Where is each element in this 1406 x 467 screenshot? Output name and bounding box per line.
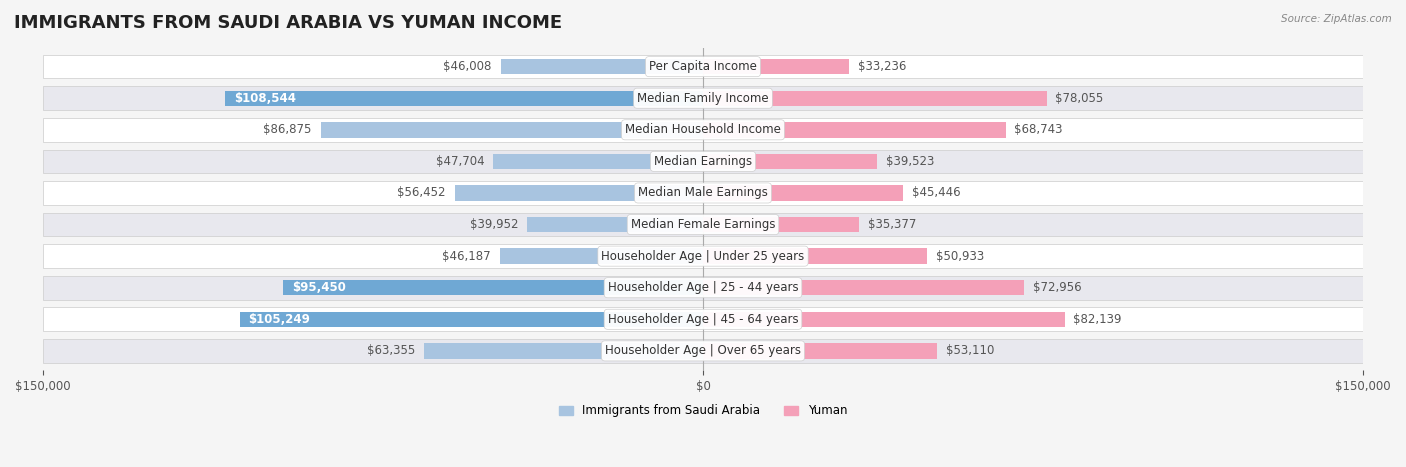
Bar [703, 280, 1024, 296]
FancyBboxPatch shape [42, 149, 1364, 173]
FancyBboxPatch shape [42, 307, 1364, 331]
Text: Per Capita Income: Per Capita Income [650, 60, 756, 73]
Text: Source: ZipAtlas.com: Source: ZipAtlas.com [1281, 14, 1392, 24]
Bar [321, 122, 703, 137]
Text: $108,544: $108,544 [233, 92, 297, 105]
Text: $105,249: $105,249 [249, 313, 311, 326]
Text: Median Family Income: Median Family Income [637, 92, 769, 105]
Text: $78,055: $78,055 [1056, 92, 1104, 105]
Bar [703, 343, 936, 359]
Text: Householder Age | 25 - 44 years: Householder Age | 25 - 44 years [607, 281, 799, 294]
FancyBboxPatch shape [42, 339, 1364, 363]
Text: Median Male Earnings: Median Male Earnings [638, 186, 768, 199]
Text: Householder Age | Over 65 years: Householder Age | Over 65 years [605, 344, 801, 357]
Bar [703, 154, 877, 169]
Bar [501, 59, 703, 74]
FancyBboxPatch shape [42, 55, 1364, 78]
Bar [703, 59, 849, 74]
Text: $63,355: $63,355 [367, 344, 415, 357]
Text: $39,523: $39,523 [886, 155, 934, 168]
Text: $46,008: $46,008 [443, 60, 492, 73]
Text: $56,452: $56,452 [398, 186, 446, 199]
Bar [225, 91, 703, 106]
Bar [240, 311, 703, 327]
Text: $95,450: $95,450 [291, 281, 346, 294]
FancyBboxPatch shape [42, 86, 1364, 110]
Bar [425, 343, 703, 359]
Text: $72,956: $72,956 [1033, 281, 1081, 294]
Text: Median Household Income: Median Household Income [626, 123, 780, 136]
Bar [703, 91, 1046, 106]
Text: $53,110: $53,110 [946, 344, 994, 357]
Text: $35,377: $35,377 [868, 218, 915, 231]
Text: $45,446: $45,446 [912, 186, 960, 199]
Bar [703, 311, 1064, 327]
Bar [494, 154, 703, 169]
Bar [454, 185, 703, 201]
Bar [283, 280, 703, 296]
FancyBboxPatch shape [42, 276, 1364, 299]
Bar [499, 248, 703, 264]
Bar [703, 185, 903, 201]
Text: IMMIGRANTS FROM SAUDI ARABIA VS YUMAN INCOME: IMMIGRANTS FROM SAUDI ARABIA VS YUMAN IN… [14, 14, 562, 32]
Bar [703, 122, 1005, 137]
Bar [527, 217, 703, 232]
Text: Householder Age | Under 25 years: Householder Age | Under 25 years [602, 250, 804, 262]
Text: $46,187: $46,187 [443, 250, 491, 262]
FancyBboxPatch shape [42, 212, 1364, 236]
Bar [703, 248, 927, 264]
Text: $86,875: $86,875 [263, 123, 312, 136]
Bar [703, 217, 859, 232]
Legend: Immigrants from Saudi Arabia, Yuman: Immigrants from Saudi Arabia, Yuman [554, 399, 852, 422]
FancyBboxPatch shape [42, 118, 1364, 142]
Text: $33,236: $33,236 [858, 60, 907, 73]
FancyBboxPatch shape [42, 181, 1364, 205]
FancyBboxPatch shape [42, 244, 1364, 268]
Text: Median Earnings: Median Earnings [654, 155, 752, 168]
Text: $68,743: $68,743 [1014, 123, 1063, 136]
Text: Householder Age | 45 - 64 years: Householder Age | 45 - 64 years [607, 313, 799, 326]
Text: $39,952: $39,952 [470, 218, 519, 231]
Text: Median Female Earnings: Median Female Earnings [631, 218, 775, 231]
Text: $82,139: $82,139 [1073, 313, 1122, 326]
Text: $50,933: $50,933 [936, 250, 984, 262]
Text: $47,704: $47,704 [436, 155, 484, 168]
